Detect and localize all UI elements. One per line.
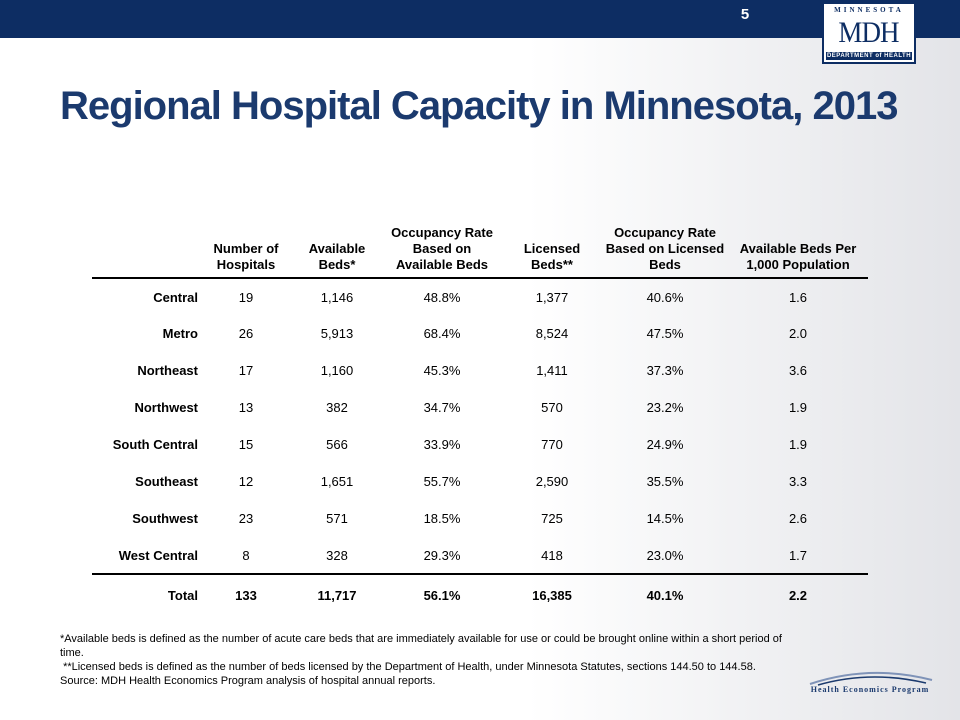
- cell-occupancy-available: 55.7%: [423, 474, 461, 489]
- cell-occupancy-licensed: 40.1%: [646, 588, 684, 603]
- cell-region: Southwest: [132, 511, 198, 526]
- cell-licensed-beds: 8,524: [535, 326, 569, 341]
- cell-occupancy-available: 34.7%: [423, 400, 461, 415]
- cell-beds-per-1000: 2.2: [788, 588, 808, 603]
- logo-state-text: MINNESOTA: [834, 6, 904, 14]
- cell-region: West Central: [92, 537, 200, 575]
- cell-occupancy-available: 48.8%: [423, 289, 461, 305]
- mdh-logo: MINNESOTA MDH DEPARTMENT of HEALTH: [822, 2, 916, 64]
- cell-hospitals: 8: [200, 537, 292, 575]
- header-occupancy-available: Occupancy Rate Based on Available Beds: [382, 190, 502, 279]
- top-bar: [0, 0, 960, 38]
- table-row: Northeast 17 1,160 45.3% 1,411 37.3% 3.6: [92, 352, 868, 389]
- cell-available-beds: 382: [326, 400, 348, 415]
- table-body: Central 19 1,146 48.8% 1,377 40.6% 1.6 Metro 26 5…: [92, 278, 868, 616]
- cell-licensed-beds: 770: [541, 437, 563, 452]
- cell-available-beds: 566: [326, 437, 348, 452]
- table-row: South Central 15 566 33.9% 770 24.9% 1.9: [92, 426, 868, 463]
- cell-beds-per-1000: 1.6: [788, 289, 808, 305]
- hep-swoosh-icon: [809, 671, 933, 686]
- cell-beds-per-1000: 3.3: [788, 474, 808, 489]
- table-row: Northwest 13 382 34.7% 570 23.2% 1.9: [92, 389, 868, 426]
- slide-title: Regional Hospital Capacity in Minnesota,…: [60, 84, 898, 128]
- cell-occupancy-available: 33.9%: [423, 437, 461, 452]
- cell-occupancy-licensed: 37.3%: [646, 363, 684, 378]
- header-available-beds: Available Beds*: [292, 190, 382, 279]
- header-beds-per-1000: Available Beds Per 1,000 Population: [728, 190, 868, 279]
- cell-licensed-beds: 570: [541, 400, 563, 415]
- cell-available-beds: 1,146: [320, 289, 354, 305]
- slide-number: 5: [740, 6, 750, 23]
- cell-beds-per-1000: 2.6: [788, 511, 808, 526]
- cell-occupancy-licensed: 23.0%: [602, 537, 728, 575]
- cell-occupancy-licensed: 14.5%: [646, 511, 684, 526]
- cell-occupancy-available: 29.3%: [382, 537, 502, 575]
- table-row: Southwest 23 571 18.5% 725 14.5% 2.6: [92, 500, 868, 537]
- cell-region: Central: [153, 289, 198, 305]
- cell-occupancy-licensed: 23.2%: [646, 400, 684, 415]
- cell-licensed-beds: 1,411: [536, 363, 568, 378]
- cell-beds-per-1000: 1.9: [788, 400, 808, 415]
- cell-licensed-beds: 1,377: [535, 289, 569, 305]
- cell-region: Northwest: [134, 400, 198, 415]
- cell-region: Total: [167, 588, 198, 603]
- header-licensed-beds: Licensed Beds**: [502, 190, 602, 279]
- hep-logo: Health Economics Program: [800, 668, 940, 698]
- cell-occupancy-available: 18.5%: [423, 511, 461, 526]
- footnote-source: Source: MDH Health Economics Program ana…: [60, 675, 436, 687]
- cell-beds-per-1000: 1.9: [788, 437, 808, 452]
- logo-dept-text: DEPARTMENT of HEALTH: [826, 52, 912, 60]
- cell-licensed-beds: 418: [502, 537, 602, 575]
- cell-hospitals: 12: [238, 474, 254, 489]
- cell-occupancy-licensed: 35.5%: [646, 474, 684, 489]
- total-row: Total 133 11,717 56.1% 16,385 40.1% 2.2: [92, 574, 868, 616]
- cell-region: Southeast: [135, 474, 198, 489]
- cell-beds-per-1000: 2.0: [788, 326, 808, 341]
- cell-hospitals: 133: [235, 588, 257, 603]
- logo-main-text: MDH: [838, 16, 900, 49]
- table-row: West Central 8 328 29.3% 418 23.0% 1.7: [92, 537, 868, 575]
- cell-licensed-beds: 2,590: [535, 474, 569, 489]
- cell-beds-per-1000: 3.6: [788, 363, 808, 378]
- cell-available-beds: 328: [292, 537, 382, 575]
- cell-occupancy-available: 56.1%: [423, 588, 461, 603]
- cell-region: South Central: [112, 437, 198, 452]
- cell-hospitals: 17: [238, 363, 254, 378]
- cell-licensed-beds: 725: [541, 511, 563, 526]
- cell-available-beds: 11,717: [317, 588, 357, 603]
- header-row: Number of Hospitals Available Beds* Occu…: [92, 190, 868, 279]
- cell-hospitals: 23: [238, 511, 254, 526]
- header-hospitals: Number of Hospitals: [200, 190, 292, 279]
- cell-available-beds: 5,913: [320, 326, 354, 341]
- header-occupancy-licensed: Occupancy Rate Based on Licensed Beds: [602, 190, 728, 279]
- table-row: Southeast 12 1,651 55.7% 2,590 35.5% 3.3: [92, 463, 868, 500]
- hep-logo-text: Health Economics Program: [810, 685, 930, 694]
- cell-region: Metro: [162, 326, 198, 341]
- cell-available-beds: 571: [326, 511, 348, 526]
- header-region: [92, 190, 200, 279]
- footnotes: *Available beds is defined as the number…: [60, 632, 800, 688]
- cell-region: Northeast: [137, 363, 198, 378]
- footnote-available: *Available beds is defined as the number…: [60, 633, 782, 659]
- cell-hospitals: 26: [238, 326, 254, 341]
- cell-hospitals: 13: [238, 400, 254, 415]
- cell-occupancy-available: 45.3%: [423, 363, 461, 378]
- cell-licensed-beds: 16,385: [532, 588, 572, 603]
- capacity-table: Number of Hospitals Available Beds* Occu…: [92, 190, 868, 616]
- cell-occupancy-available: 68.4%: [423, 326, 461, 341]
- table-row: Central 19 1,146 48.8% 1,377 40.6% 1.6: [92, 278, 868, 315]
- table-row: Metro 26 5,913 68.4% 8,524 47.5% 2.0: [92, 315, 868, 352]
- cell-available-beds: 1,651: [320, 474, 354, 489]
- footnote-licensed: **Licensed beds is defined as the number…: [60, 661, 756, 673]
- cell-available-beds: 1,160: [320, 363, 354, 378]
- cell-occupancy-licensed: 47.5%: [646, 326, 684, 341]
- cell-hospitals: 15: [238, 437, 254, 452]
- cell-occupancy-licensed: 24.9%: [646, 437, 684, 452]
- cell-hospitals: 19: [238, 289, 254, 305]
- cell-beds-per-1000: 1.7: [728, 537, 868, 575]
- cell-occupancy-licensed: 40.6%: [646, 289, 684, 305]
